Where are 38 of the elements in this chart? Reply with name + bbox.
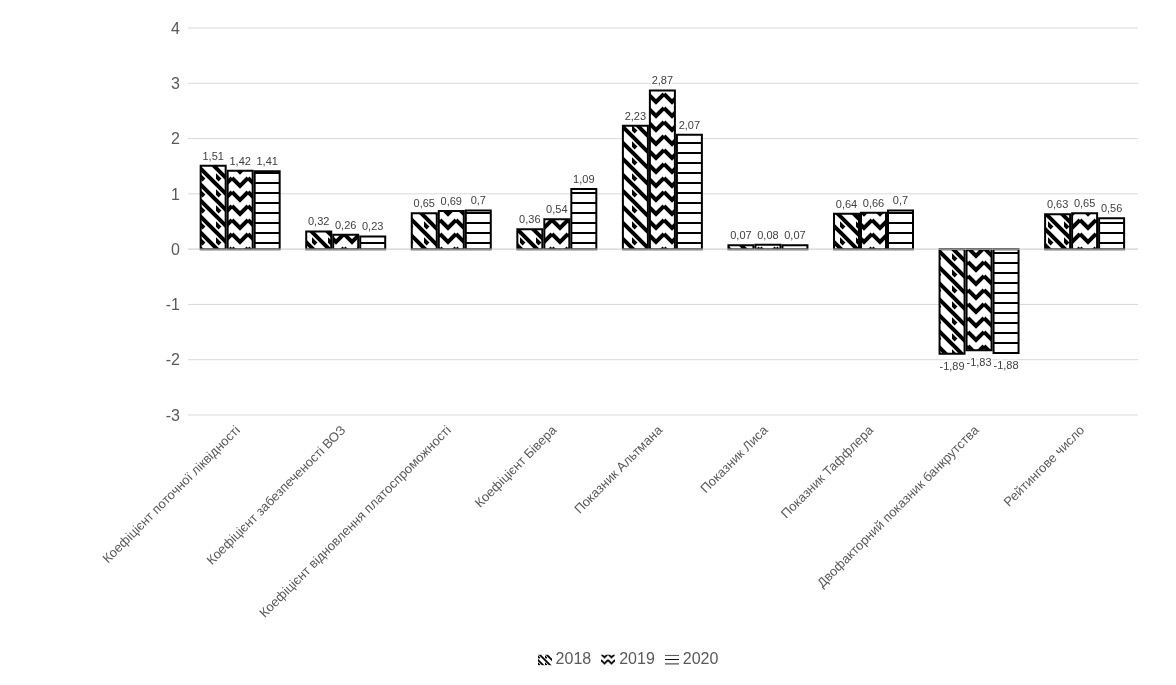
legend-label: 2018 (555, 650, 592, 667)
data-label: 0,66 (862, 196, 885, 209)
data-label: -1,88 (993, 359, 1019, 372)
data-label: 2,23 (624, 109, 647, 122)
data-label: 1,42 (229, 154, 251, 167)
y-tick-label: 3 (171, 74, 181, 92)
data-label: 1,41 (256, 155, 278, 168)
data-label: 0,26 (335, 218, 357, 231)
data-label: -1,83 (966, 356, 992, 369)
data-label: 0,7 (892, 194, 909, 207)
data-label: 0,07 (784, 229, 806, 242)
data-label: 0,64 (835, 197, 858, 210)
y-tick-label: -2 (165, 351, 181, 369)
legend-label: 2020 (682, 650, 719, 667)
data-label: 0,56 (1100, 202, 1123, 215)
data-label: 0,65 (413, 197, 435, 210)
data-label: 0,54 (546, 203, 568, 216)
data-label: 0,65 (1073, 197, 1096, 210)
data-label: 0,07 (730, 229, 752, 242)
y-tick-label: 2 (171, 130, 181, 148)
data-label: 0,7 (470, 194, 486, 207)
y-tick-label: 1 (171, 185, 181, 203)
data-label: 2,87 (651, 74, 674, 87)
data-label: 0,69 (440, 195, 462, 207)
y-tick-label: -1 (165, 296, 181, 314)
data-label: 0,08 (757, 228, 779, 241)
data-label: 0,23 (362, 220, 384, 233)
data-label: 0,63 (1046, 198, 1069, 211)
data-label: 1,09 (573, 172, 595, 185)
y-tick-label: 0 (171, 240, 181, 258)
y-tick-label: 4 (171, 19, 181, 37)
data-label: 0,36 (519, 213, 541, 226)
data-label: 0,32 (308, 215, 330, 228)
data-label: 2,07 (678, 118, 701, 131)
data-label: -1,89 (939, 359, 965, 372)
legend-label: 2019 (619, 650, 655, 667)
y-tick-label: -3 (165, 406, 181, 424)
data-label: 1,51 (202, 149, 224, 162)
